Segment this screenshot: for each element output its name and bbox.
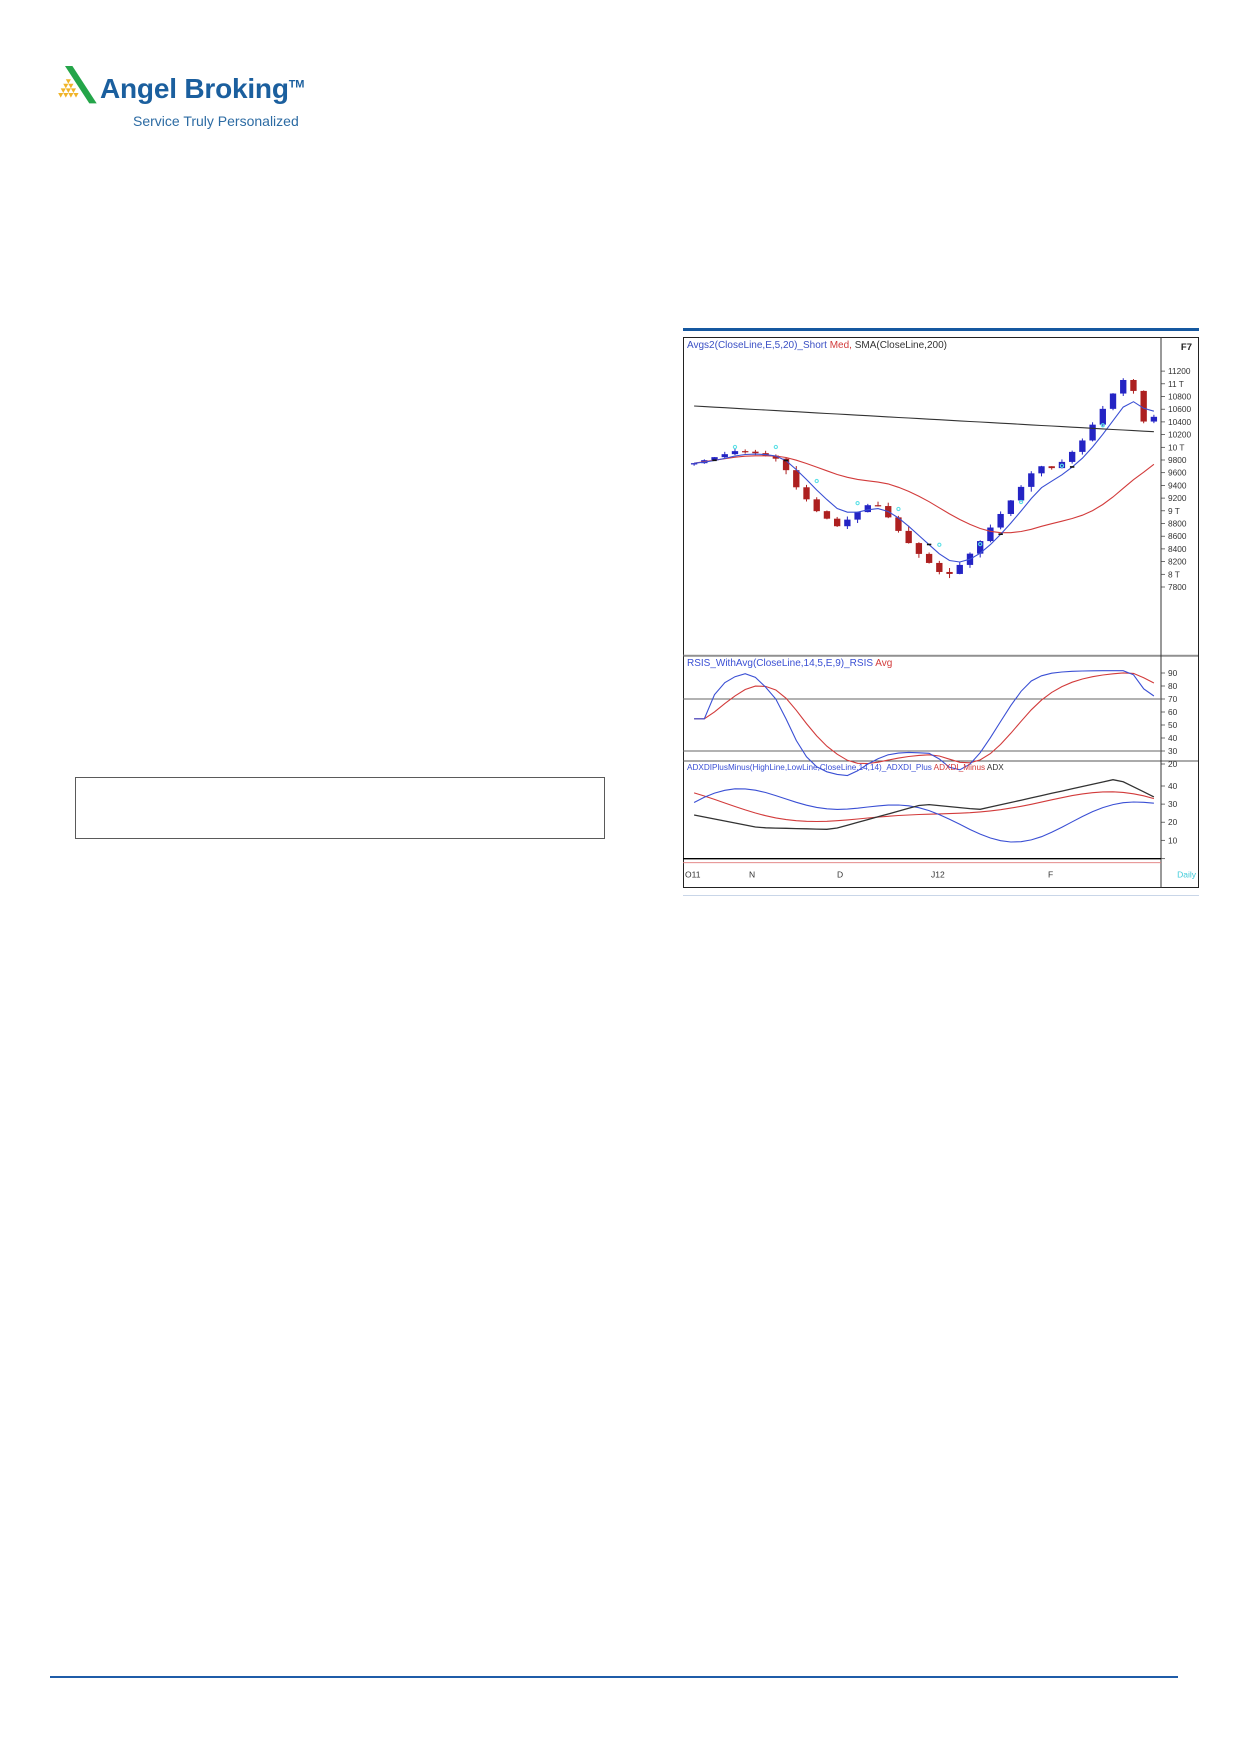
svg-text:8800: 8800 bbox=[1168, 519, 1187, 529]
svg-text:30: 30 bbox=[1168, 799, 1178, 809]
svg-text:J12: J12 bbox=[931, 869, 945, 879]
svg-text:20: 20 bbox=[1168, 817, 1178, 827]
svg-text:N: N bbox=[749, 869, 755, 879]
svg-text:Avgs2(CloseLine,E,5,20)_Short: Avgs2(CloseLine,E,5,20)_Short Med, SMA(C… bbox=[687, 340, 947, 351]
svg-text:10: 10 bbox=[1168, 835, 1178, 845]
svg-text:10400: 10400 bbox=[1168, 417, 1191, 427]
svg-text:RSIS_WithAvg(CloseLine,14,5,E,: RSIS_WithAvg(CloseLine,14,5,E,9)_RSIS Av… bbox=[687, 658, 892, 669]
svg-text:30: 30 bbox=[1168, 746, 1178, 756]
svg-text:80: 80 bbox=[1168, 681, 1178, 691]
svg-text:10800: 10800 bbox=[1168, 392, 1191, 402]
svg-text:70: 70 bbox=[1168, 694, 1178, 704]
svg-text:10 T: 10 T bbox=[1168, 442, 1184, 452]
svg-text:O11: O11 bbox=[685, 869, 701, 879]
svg-text:9600: 9600 bbox=[1168, 468, 1187, 478]
svg-text:10200: 10200 bbox=[1168, 430, 1191, 440]
svg-text:9 T: 9 T bbox=[1168, 506, 1180, 516]
svg-text:9800: 9800 bbox=[1168, 455, 1187, 465]
svg-text:10600: 10600 bbox=[1168, 404, 1191, 414]
svg-text:60: 60 bbox=[1168, 707, 1178, 717]
svg-text:40: 40 bbox=[1168, 733, 1178, 743]
svg-text:7800: 7800 bbox=[1168, 582, 1187, 592]
svg-text:90: 90 bbox=[1168, 668, 1178, 678]
svg-text:50: 50 bbox=[1168, 720, 1178, 730]
svg-text:ADXDIPlusMinus(HighLine,LowLin: ADXDIPlusMinus(HighLine,LowLine,CloseLin… bbox=[687, 763, 1004, 772]
svg-text:8400: 8400 bbox=[1168, 544, 1187, 554]
svg-text:F7: F7 bbox=[1181, 342, 1192, 353]
svg-text:9200: 9200 bbox=[1168, 493, 1187, 503]
svg-text:D: D bbox=[837, 869, 843, 879]
svg-text:8600: 8600 bbox=[1168, 531, 1187, 541]
svg-text:8 T: 8 T bbox=[1168, 569, 1180, 579]
svg-text:F: F bbox=[1048, 869, 1053, 879]
svg-text:11200: 11200 bbox=[1168, 366, 1191, 376]
svg-text:9400: 9400 bbox=[1168, 480, 1187, 490]
svg-text:11 T: 11 T bbox=[1168, 379, 1184, 389]
svg-text:Daily: Daily bbox=[1177, 869, 1197, 879]
svg-text:20: 20 bbox=[1168, 759, 1178, 769]
svg-text:40: 40 bbox=[1168, 781, 1178, 791]
svg-text:8200: 8200 bbox=[1168, 557, 1187, 567]
